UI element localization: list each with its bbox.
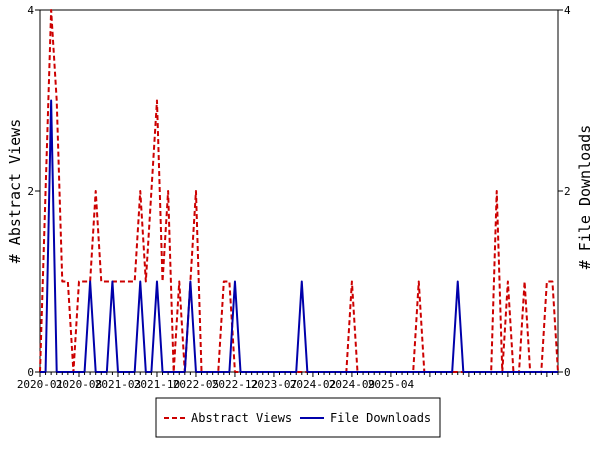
x-tick-label: 2021-03 [95,378,141,391]
y-left-tick-label: 4 [27,4,34,17]
y-axis-left-title: # Abstract Views [6,119,24,264]
x-tick-label: 2024-09 [329,378,375,391]
x-tick-label: 2020-01 [17,378,63,391]
y-right-tick-label: 2 [564,185,571,198]
x-tick-label: 2020-08 [56,378,102,391]
legend: Abstract Views File Downloads [155,397,441,438]
y-left-tick-label: 0 [27,366,34,379]
x-tick-label: 2021-10 [134,378,180,391]
legend-label-abstract-views: Abstract Views [191,411,292,425]
series-line-file-downloads [40,99,558,373]
x-tick-label: 2022-12 [212,378,258,391]
y-left-tick-label: 2 [27,185,34,198]
x-tick-label: 2022-05 [173,378,219,391]
series-layer [39,9,559,373]
x-tick-label: 2024-02 [290,378,336,391]
y-right-tick-label: 4 [564,4,571,17]
y-right-tick-label: 0 [564,366,571,379]
ticks-layer: 2020-012020-082021-032021-102022-052022-… [17,4,571,391]
x-tick-label: 2025-04 [368,378,415,391]
legend-box [155,397,441,438]
x-tick-label: 2023-07 [251,378,297,391]
legend-label-file-downloads: File Downloads [330,411,431,425]
y-axis-right-title: # File Downloads [576,125,594,270]
